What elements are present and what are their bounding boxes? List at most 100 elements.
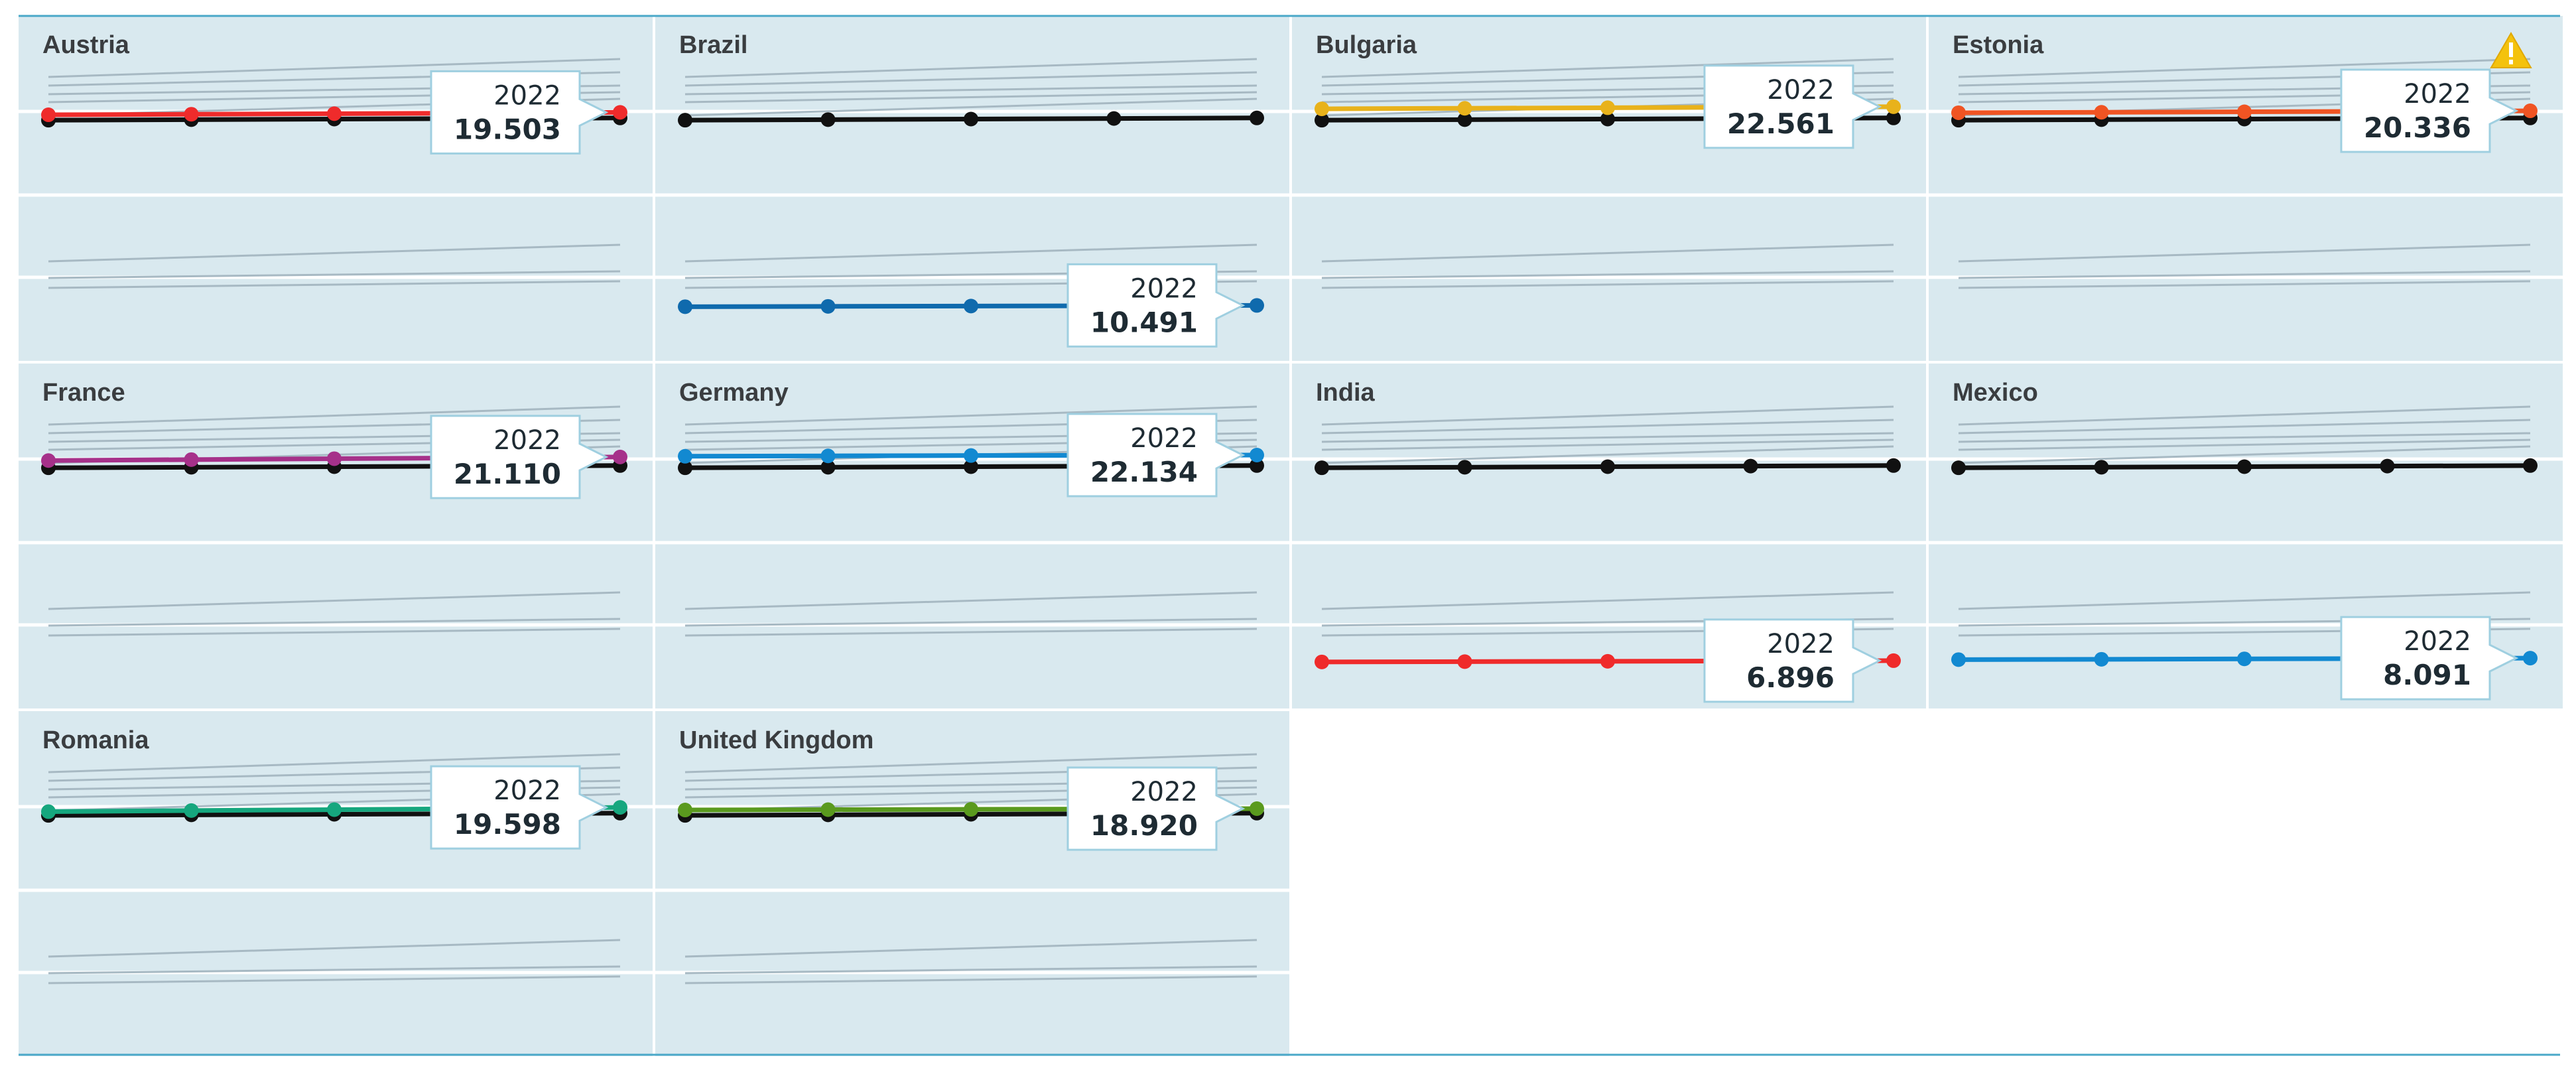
panel-title: India [1316, 379, 1376, 407]
reference-point [820, 460, 836, 475]
ghost-series-line [1321, 419, 1894, 435]
series-point-austria [184, 107, 199, 122]
ghost-series-line [684, 243, 1257, 263]
ghost-series-line [1958, 419, 2531, 435]
tooltip-year: 2022 [1130, 273, 1198, 304]
series-point-germany [678, 448, 692, 464]
tooltip-value: 19.598 [454, 808, 561, 840]
series-point-bulgaria [1886, 99, 1901, 114]
series-point-bulgaria [1457, 101, 1472, 116]
series-point-united-kingdom [820, 802, 836, 817]
warning-triangle-icon [2490, 31, 2532, 68]
tooltip-value: 21.110 [454, 458, 561, 490]
tooltip-value: 10.491 [1090, 306, 1198, 338]
series-point-france [184, 452, 199, 467]
series-point-india [1600, 653, 1615, 669]
series-point-bulgaria [1315, 101, 1329, 117]
ghost-series-line [684, 58, 1257, 78]
series-point-estonia [2094, 105, 2109, 120]
tooltip-box [2340, 68, 2519, 153]
ghost-series-line [1958, 243, 2531, 263]
ghost-series-line [48, 965, 621, 974]
reference-point [964, 111, 978, 127]
series-point-austria [41, 107, 56, 123]
tooltip-box [430, 70, 609, 155]
tooltip-box [430, 765, 609, 850]
series-point-brazil [964, 299, 978, 314]
panel-title: Estonia [1953, 31, 2044, 59]
tooltip-year: 2022 [2404, 79, 2471, 109]
tooltip-box [1066, 263, 1246, 348]
series-point-mexico [2094, 651, 2109, 667]
tooltip-year: 2022 [1130, 423, 1198, 454]
ghost-series-line [1321, 270, 1894, 279]
reference-point [820, 112, 836, 127]
reference-point [2094, 460, 2109, 475]
reference-point [1315, 113, 1329, 128]
tooltip-value: 22.561 [1727, 107, 1835, 140]
series-point-romania [184, 803, 199, 818]
tooltip-box [1703, 618, 1882, 703]
series-point-estonia [2523, 103, 2538, 119]
ghost-series-line [1321, 445, 1894, 464]
panel-title: Germany [679, 379, 789, 407]
warning-dot [2509, 60, 2513, 64]
series-point-united-kingdom [964, 802, 978, 817]
ghost-series-line [1958, 405, 2531, 426]
reference-point [1250, 110, 1264, 125]
panel-title: Romania [42, 726, 149, 754]
series-point-estonia [2237, 104, 2252, 119]
reference-point [678, 113, 692, 128]
tooltip-year: 2022 [1767, 629, 1835, 659]
series-point-romania [327, 802, 342, 817]
series-point-austria [613, 105, 627, 120]
series-point-estonia [1951, 105, 1966, 120]
series-point-india [1457, 654, 1472, 669]
reference-point [2523, 458, 2538, 473]
tooltip-value: 6.896 [1746, 661, 1835, 694]
series-point-united-kingdom [678, 803, 692, 818]
tooltip-value: 20.336 [2364, 111, 2471, 144]
warning-bar [2509, 42, 2513, 57]
ghost-series-line [684, 975, 1257, 984]
ghost-series-line [48, 58, 621, 78]
tooltip-year: 2022 [1767, 75, 1835, 105]
series-point-brazil [820, 299, 836, 314]
ghost-series-line [48, 405, 621, 426]
tooltip-value: 18.920 [1090, 809, 1198, 842]
series-point-france [41, 453, 56, 468]
reference-point [1600, 459, 1615, 474]
ghost-series-line [48, 280, 621, 289]
ghost-series-line [48, 753, 621, 773]
ghost-series-line [48, 591, 621, 610]
series-point-germany [1250, 448, 1264, 463]
reference-point [1315, 460, 1329, 476]
panel-title: Brazil [679, 31, 747, 59]
series-point-brazil [1250, 298, 1264, 313]
reference-point [1951, 460, 1966, 476]
panel-title: France [42, 379, 125, 407]
reference-point [1106, 111, 1122, 126]
reference-point [2237, 459, 2252, 474]
ghost-series-line [1958, 58, 2531, 78]
panel-title: Bulgaria [1316, 31, 1417, 59]
series-point-france [613, 449, 627, 464]
ghost-series-line [48, 618, 621, 627]
ghost-series-line [684, 965, 1257, 974]
ghost-series-line [1321, 58, 1894, 78]
reference-point [2380, 458, 2395, 474]
